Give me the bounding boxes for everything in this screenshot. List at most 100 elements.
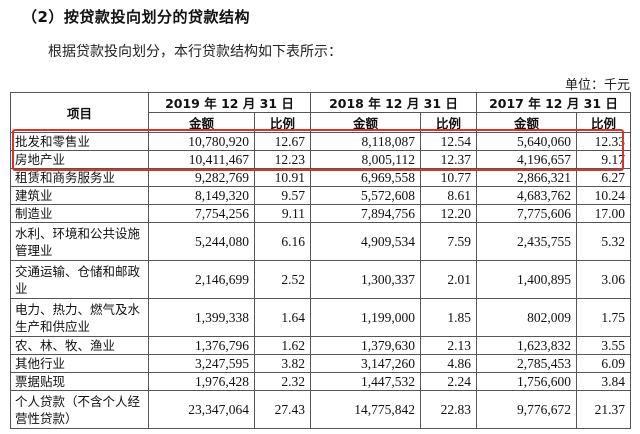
- ratio-cell: 12.33: [576, 132, 631, 151]
- amount-cell: 4,683,762: [476, 186, 577, 205]
- row-category: 水利、环境和公共设施管理业: [10, 222, 149, 261]
- amount-cell: 3,247,595: [148, 354, 255, 373]
- ratio-cell: 3.06: [576, 260, 631, 299]
- ratio-cell: 1.64: [254, 298, 311, 337]
- ratio-cell: 7.59: [420, 222, 477, 261]
- amount-cell: 23,347,064: [148, 390, 255, 429]
- table-row: 个人贷款（不含个人经营性贷款） 23,347,064 27.43 14,775,842…: [10, 390, 631, 429]
- period-header: 2017 年 12 月 31 日: [476, 92, 631, 113]
- amount-header: 金额: [310, 112, 421, 133]
- table-row: 农、林、牧、渔业 1,376,796 1.62 1,379,630 2.13 1,623,…: [10, 336, 631, 355]
- amount-cell: 9,776,672: [476, 390, 577, 429]
- item-header: 项目: [10, 92, 149, 133]
- row-category: 电力、热力、燃气及水生产和供应业: [10, 298, 149, 337]
- row-category: 房地产业: [10, 150, 149, 169]
- ratio-cell: 6.27: [576, 168, 631, 187]
- amount-cell: 4,909,534: [310, 222, 421, 261]
- amount-cell: 7,775,606: [476, 204, 577, 223]
- table-row: 租赁和商务服务业 9,282,769 10.91 6,969,558 10.77 2,86…: [10, 168, 631, 187]
- row-category: 农、林、牧、渔业: [10, 336, 149, 355]
- amount-cell: 2,146,699: [148, 260, 255, 299]
- ratio-cell: 12.67: [254, 132, 311, 151]
- row-category: 个人贷款（不含个人经营性贷款）: [10, 390, 149, 429]
- ratio-cell: 12.37: [420, 150, 477, 169]
- amount-cell: 7,894,756: [310, 204, 421, 223]
- ratio-cell: 1.62: [254, 336, 311, 355]
- intro-text: 根据贷款投向划分，本行贷款结构如下表所示：: [48, 44, 342, 60]
- ratio-cell: 1.75: [576, 298, 631, 337]
- amount-cell: 8,005,112: [310, 150, 421, 169]
- amount-header: 金额: [476, 112, 577, 133]
- table-row: 水利、环境和公共设施管理业 5,244,080 6.16 4,909,534 7.59 2…: [10, 222, 631, 261]
- amount-cell: 2,435,755: [476, 222, 577, 261]
- period-header: 2018 年 12 月 31 日: [310, 92, 477, 113]
- row-category: 批发和零售业: [10, 132, 149, 151]
- row-category: 交通运输、仓储和邮政业: [10, 260, 149, 299]
- ratio-cell: 1.85: [420, 298, 477, 337]
- amount-cell: 1,756,600: [476, 372, 577, 391]
- table-row: 制造业 7,754,256 9.11 7,894,756 12.20 7,775,606 1…: [10, 204, 631, 223]
- amount-cell: 1,400,895: [476, 260, 577, 299]
- ratio-cell: 9.11: [254, 204, 311, 223]
- amount-cell: 8,118,087: [310, 132, 421, 151]
- ratio-cell: 10.24: [576, 186, 631, 205]
- ratio-cell: 2.01: [420, 260, 477, 299]
- ratio-cell: 6.09: [576, 354, 631, 373]
- ratio-cell: 5.32: [576, 222, 631, 261]
- ratio-cell: 12.54: [420, 132, 477, 151]
- ratio-cell: 27.43: [254, 390, 311, 429]
- ratio-header: 比例: [254, 112, 311, 133]
- unit-label: 单位：千元: [564, 78, 630, 93]
- ratio-cell: 3.55: [576, 336, 631, 355]
- ratio-cell: 4.86: [420, 354, 477, 373]
- ratio-cell: 9.17: [576, 150, 631, 169]
- amount-cell: 6,969,558: [310, 168, 421, 187]
- row-category: 租赁和商务服务业: [10, 168, 149, 187]
- ratio-cell: 8.61: [420, 186, 477, 205]
- ratio-cell: 3.82: [254, 354, 311, 373]
- amount-cell: 2,785,453: [476, 354, 577, 373]
- ratio-cell: 3.84: [576, 372, 631, 391]
- ratio-cell: 10.77: [420, 168, 477, 187]
- amount-cell: 8,149,320: [148, 186, 255, 205]
- amount-cell: 1,447,532: [310, 372, 421, 391]
- ratio-cell: 2.24: [420, 372, 477, 391]
- ratio-header: 比例: [576, 112, 631, 133]
- row-category: 票据贴现: [10, 372, 149, 391]
- period-header: 2019 年 12 月 31 日: [148, 92, 311, 113]
- ratio-cell: 9.57: [254, 186, 311, 205]
- amount-cell: 5,640,060: [476, 132, 577, 151]
- ratio-cell: 12.23: [254, 150, 311, 169]
- amount-cell: 14,775,842: [310, 390, 421, 429]
- amount-cell: 1,376,796: [148, 336, 255, 355]
- table-row: 电力、热力、燃气及水生产和供应业 1,399,338 1.64 1,199,000 1.…: [10, 298, 631, 337]
- ratio-cell: 2.32: [254, 372, 311, 391]
- table-row: 交通运输、仓储和邮政业 2,146,699 2.52 1,300,337 2.01 1,4…: [10, 260, 631, 299]
- row-category: 建筑业: [10, 186, 149, 205]
- ratio-cell: 10.91: [254, 168, 311, 187]
- table-row: 其他行业 3,247,595 3.82 3,147,260 4.86 2,785,453 6…: [10, 354, 631, 373]
- amount-cell: 10,411,467: [148, 150, 255, 169]
- amount-cell: 3,147,260: [310, 354, 421, 373]
- loan-structure-table: 项目 2019 年 12 月 31 日 2018 年 12 月 31 日 201…: [10, 92, 631, 429]
- ratio-cell: 21.37: [576, 390, 631, 429]
- ratio-cell: 22.83: [420, 390, 477, 429]
- row-category: 制造业: [10, 204, 149, 223]
- section-heading: （2）按贷款投向划分的贷款结构: [22, 8, 250, 26]
- amount-cell: 1,399,338: [148, 298, 255, 337]
- row-category: 其他行业: [10, 354, 149, 373]
- amount-cell: 5,244,080: [148, 222, 255, 261]
- amount-cell: 1,976,428: [148, 372, 255, 391]
- amount-cell: 802,009: [476, 298, 577, 337]
- amount-cell: 9,282,769: [148, 168, 255, 187]
- ratio-cell: 17.00: [576, 204, 631, 223]
- table-row: 批发和零售业 10,780,920 12.67 8,118,087 12.54 5,640…: [10, 132, 631, 151]
- ratio-cell: 6.16: [254, 222, 311, 261]
- table-body: 批发和零售业 10,780,920 12.67 8,118,087 12.54 5,640…: [10, 132, 631, 429]
- ratio-cell: 2.13: [420, 336, 477, 355]
- amount-cell: 2,866,321: [476, 168, 577, 187]
- table-row: 房地产业 10,411,467 12.23 8,005,112 12.37 4,196,6…: [10, 150, 631, 169]
- amount-cell: 4,196,657: [476, 150, 577, 169]
- amount-header: 金额: [148, 112, 255, 133]
